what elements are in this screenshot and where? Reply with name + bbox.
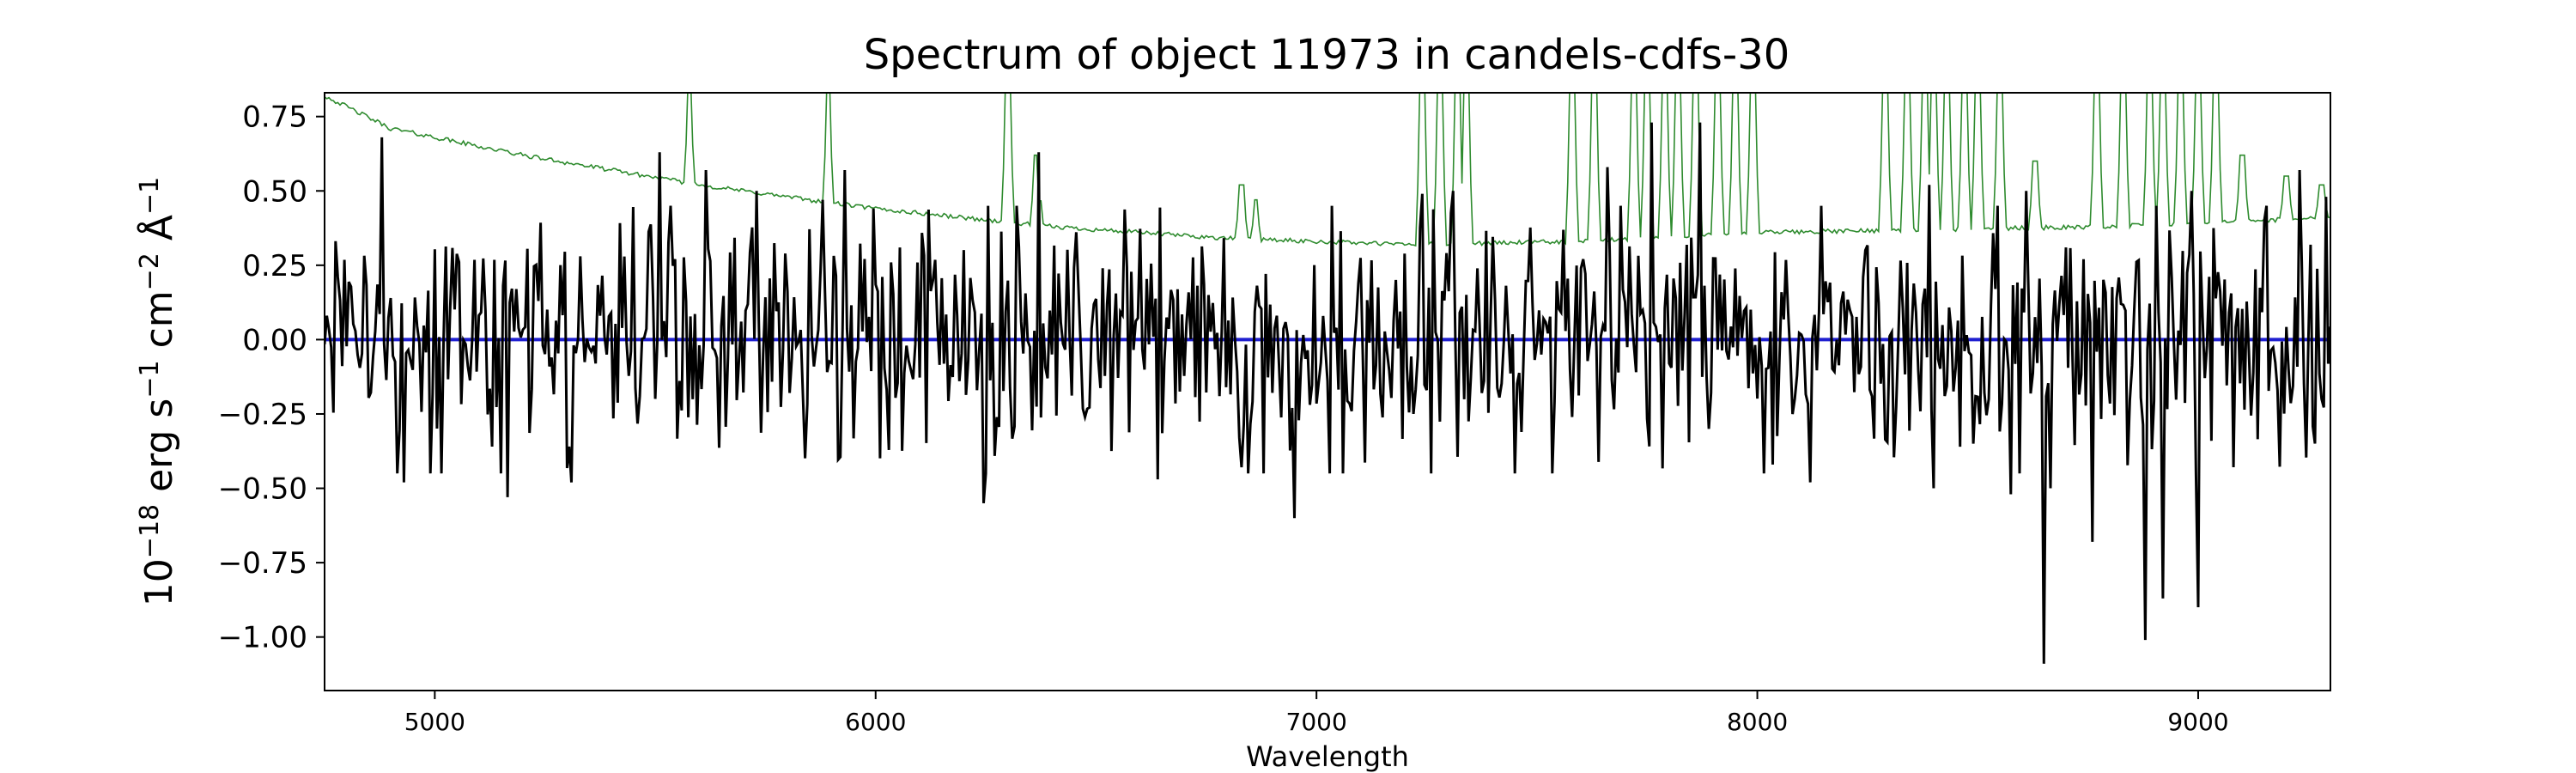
y-tick-label: −0.25 xyxy=(218,398,307,432)
y-label-unit-exp2: −2 xyxy=(135,253,165,290)
y-axis: −1.00 −0.75 −0.50 −0.25 0.00 0.25 0.50 0.75 xyxy=(218,100,325,655)
y-tick-label: 0.25 xyxy=(242,249,307,283)
x-tick-label: 6000 xyxy=(845,708,906,736)
y-tick-label: 0.75 xyxy=(242,100,307,135)
y-tick-label: 0.50 xyxy=(242,174,307,209)
y-label-unit-end: Å xyxy=(136,215,181,253)
y-tick-label: −1.00 xyxy=(218,621,307,655)
y-tick-label: −0.75 xyxy=(218,546,307,581)
x-axis: 5000 6000 7000 8000 9000 xyxy=(404,691,2229,736)
plot-frame xyxy=(324,92,2331,691)
y-axis-label: 10−18 erg s−1 cm−2 Å−1 xyxy=(135,177,181,606)
y-label-unit-mid: cm xyxy=(137,290,181,360)
x-axis-label: Wavelength xyxy=(1246,740,1409,773)
flux-spectrum-line xyxy=(325,122,2330,664)
y-label-unit-exp1: −1 xyxy=(135,360,165,398)
x-tick-label: 9000 xyxy=(2167,708,2228,736)
chart-title: Spectrum of object 11973 in candels-cdfs… xyxy=(864,31,1790,79)
x-tick-label: 8000 xyxy=(1727,708,1788,736)
x-tick-label: 7000 xyxy=(1286,708,1347,736)
y-label-unit-exp3: −1 xyxy=(135,177,165,215)
y-tick-label: −0.50 xyxy=(218,472,307,507)
x-tick-label: 5000 xyxy=(404,708,465,736)
y-tick-label: 0.00 xyxy=(242,323,307,357)
y-label-exponent: −18 xyxy=(135,504,165,558)
y-label-prefix: 10 xyxy=(137,558,181,606)
plot-area xyxy=(325,93,2330,664)
y-label-unit-text: erg s xyxy=(137,399,181,504)
